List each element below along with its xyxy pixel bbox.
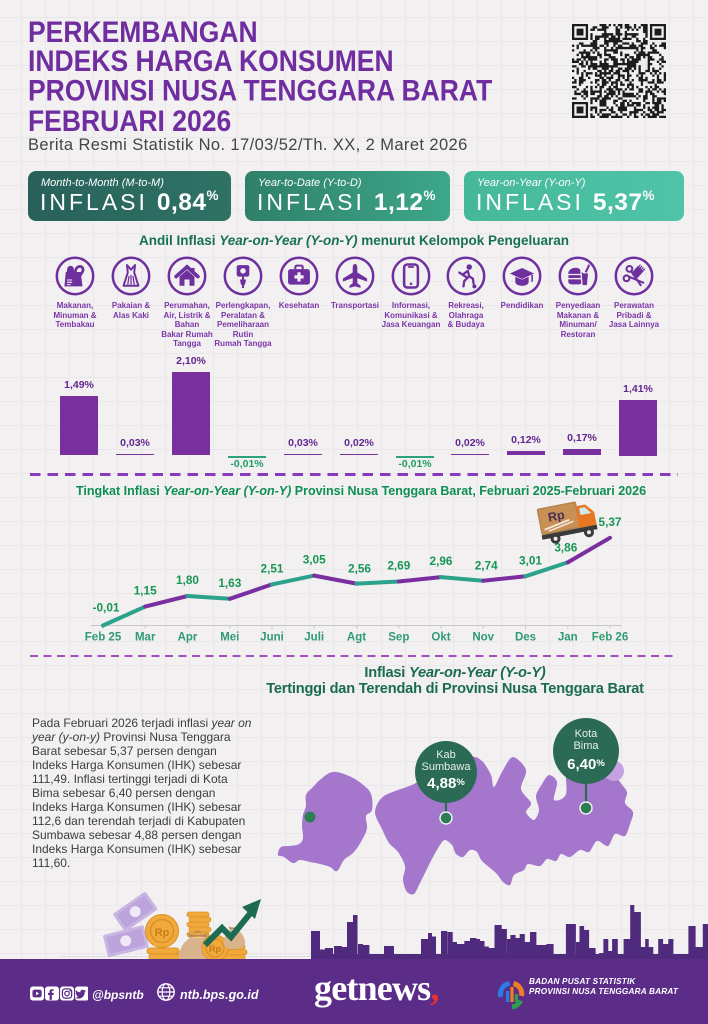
svg-text:3,01: 3,01 (519, 553, 542, 567)
svg-text:Feb 25: Feb 25 (85, 632, 122, 644)
svg-text:Mei: Mei (220, 632, 239, 644)
svg-text:-0,01: -0,01 (93, 601, 120, 615)
svg-text:Nov: Nov (472, 632, 494, 644)
svg-text:Des: Des (515, 632, 536, 644)
svg-text:3,05: 3,05 (303, 553, 326, 567)
svg-text:Rp: Rp (209, 944, 221, 954)
svg-text:4,88%: 4,88% (427, 775, 465, 792)
svg-text:Rp: Rp (155, 927, 170, 939)
svg-text:3,86: 3,86 (554, 540, 577, 554)
svg-text:6,40%: 6,40% (567, 756, 605, 773)
svg-text:2,96: 2,96 (430, 554, 453, 568)
svg-text:Jan: Jan (558, 632, 578, 644)
svg-text:1,63: 1,63 (218, 576, 241, 590)
svg-text:2,51: 2,51 (261, 561, 284, 575)
svg-text:Sumbawa: Sumbawa (422, 761, 472, 773)
svg-text:Apr: Apr (178, 632, 198, 644)
svg-text:Sep: Sep (388, 632, 409, 644)
svg-text:Okt: Okt (431, 632, 450, 644)
svg-text:Juli: Juli (304, 632, 324, 644)
svg-text:Kab: Kab (436, 749, 456, 761)
svg-text:1,80: 1,80 (176, 573, 199, 587)
svg-text:Rp: Rp (547, 508, 566, 525)
svg-text:Mar: Mar (135, 632, 156, 644)
svg-text:5,37: 5,37 (599, 515, 622, 529)
svg-text:Juni: Juni (260, 632, 284, 644)
svg-text:2,69: 2,69 (387, 559, 410, 573)
svg-text:2,74: 2,74 (475, 559, 498, 573)
svg-text:Agt: Agt (347, 632, 366, 644)
svg-text:Kota: Kota (575, 728, 599, 740)
svg-text:Bima: Bima (573, 740, 599, 752)
svg-text:2,56: 2,56 (348, 562, 371, 576)
svg-text:1,15: 1,15 (134, 584, 157, 598)
svg-text:Feb 26: Feb 26 (592, 632, 628, 644)
